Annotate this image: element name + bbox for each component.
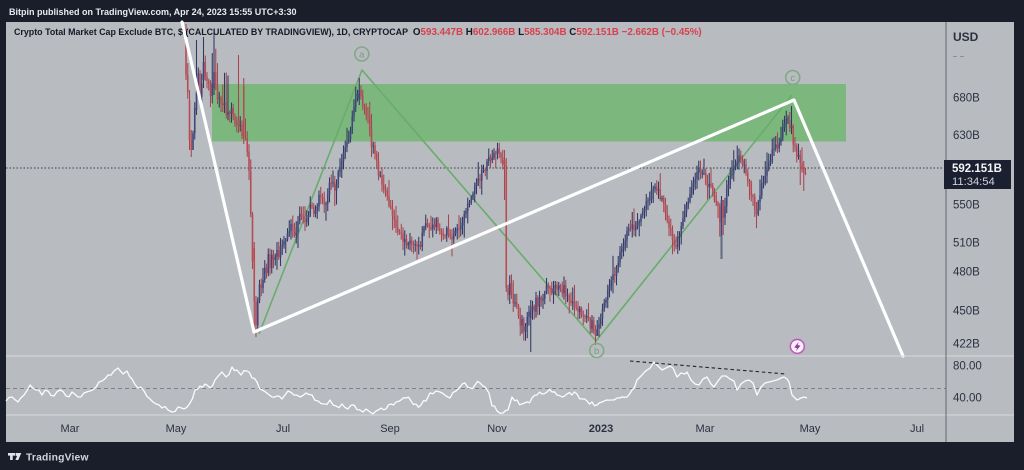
svg-text:Bitpin published on TradingVie: Bitpin published on TradingView.com, Apr… — [9, 7, 297, 17]
svg-text:680B: 680B — [953, 93, 980, 105]
svg-text:11:34:54: 11:34:54 — [952, 176, 995, 188]
svg-text:TradingView: TradingView — [26, 453, 89, 464]
svg-text:550B: 550B — [953, 200, 980, 212]
svg-text:422B: 422B — [953, 339, 980, 351]
svg-text:480B: 480B — [953, 267, 980, 279]
svg-text:Nov: Nov — [487, 423, 507, 435]
svg-text:592.151B: 592.151B — [952, 163, 1002, 175]
svg-text:May: May — [166, 423, 187, 435]
svg-text:Crypto Total Market Cap Exclud: Crypto Total Market Cap Exclude BTC, $ (… — [14, 27, 702, 38]
svg-text:80.00: 80.00 — [953, 361, 982, 373]
svg-text:May: May — [800, 423, 821, 435]
svg-text:c: c — [790, 73, 795, 84]
svg-text:Mar: Mar — [696, 423, 715, 435]
svg-text:Jul: Jul — [276, 423, 290, 435]
svg-text:USD: USD — [953, 30, 979, 44]
svg-text:Sep: Sep — [380, 423, 400, 435]
svg-text:Mar: Mar — [61, 423, 80, 435]
svg-text:Jul: Jul — [910, 423, 924, 435]
svg-text:a: a — [359, 49, 365, 60]
svg-text:40.00: 40.00 — [953, 393, 982, 405]
svg-text:2023: 2023 — [589, 423, 613, 435]
svg-text:510B: 510B — [953, 238, 980, 250]
svg-text:b: b — [594, 346, 599, 357]
svg-text:450B: 450B — [953, 306, 980, 318]
svg-text:630B: 630B — [953, 130, 980, 142]
